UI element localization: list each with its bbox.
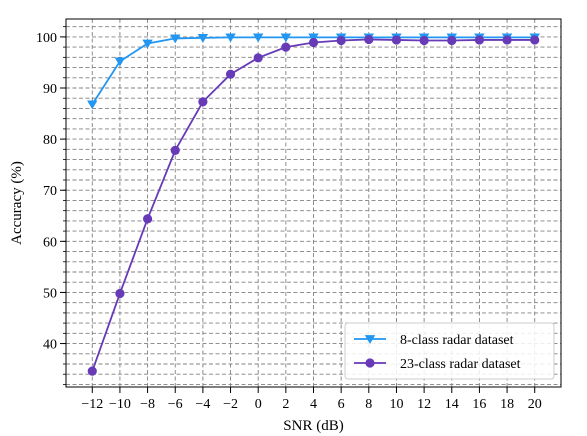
data-point-marker: [308, 37, 319, 48]
y-tick-label: 90: [43, 82, 57, 97]
y-tick-label: 100: [36, 31, 57, 46]
data-point-marker: [364, 335, 376, 344]
series: [87, 34, 540, 376]
x-tick-label: −2: [223, 397, 238, 412]
data-point-marker: [281, 42, 291, 52]
y-tick-label: 70: [43, 184, 57, 199]
legend-item: 8-class radar dataset: [354, 333, 514, 348]
legend-label: 23-class radar dataset: [400, 357, 521, 372]
legend-label: 8-class radar dataset: [400, 333, 514, 348]
data-point-marker: [87, 100, 98, 110]
data-point-marker: [197, 34, 209, 43]
y-tick-label: 80: [43, 133, 57, 148]
data-point-marker: [365, 358, 375, 368]
legend: 8-class radar dataset 23-class radar data…: [344, 322, 555, 380]
data-point-marker: [225, 33, 236, 43]
x-tick-label: 18: [500, 397, 514, 412]
data-point-marker: [253, 53, 263, 63]
data-point-marker: [87, 366, 97, 376]
y-tick-label: 60: [43, 235, 57, 250]
x-tick-label: −10: [109, 397, 131, 412]
data-point-marker: [115, 288, 125, 299]
axis-ticks: 40 50 60 70 80 90 100 −12 −10 −8 −6 −4 −2 0 2 4 6 8 10 12 14…: [36, 26, 542, 412]
data-point-marker: [502, 35, 512, 45]
x-tick-label: −6: [168, 397, 183, 412]
data-point-marker: [447, 35, 457, 46]
data-point-marker: [280, 33, 292, 43]
data-point-marker: [336, 35, 346, 46]
x-axis-label: SNR (dB): [283, 418, 343, 434]
x-tick-label: 2: [282, 397, 289, 412]
x-tick-label: −4: [195, 397, 210, 412]
data-point-marker: [198, 97, 208, 107]
x-tick-label: 10: [389, 397, 403, 412]
data-point-marker: [364, 34, 374, 45]
data-point-marker: [142, 39, 153, 49]
x-tick-label: 16: [472, 397, 486, 412]
legend-box: [344, 322, 555, 380]
x-tick-label: 4: [310, 397, 317, 412]
y-tick-label: 50: [43, 286, 57, 301]
data-point-marker: [419, 35, 429, 46]
x-tick-label: −12: [81, 397, 103, 412]
data-point-marker: [142, 214, 153, 224]
data-point-marker: [252, 33, 264, 43]
x-tick-label: 0: [255, 397, 262, 412]
data-point-marker: [114, 57, 126, 67]
y-tick-label: 40: [43, 338, 57, 353]
data-point-marker: [225, 69, 236, 79]
y-axis-label: Accuracy (%): [9, 161, 25, 245]
x-tick-label: 14: [445, 397, 459, 412]
series-layer: [87, 33, 540, 376]
x-tick-label: −8: [140, 397, 155, 412]
x-tick-label: 6: [338, 397, 345, 412]
x-tick-label: 20: [528, 397, 542, 412]
data-point-marker: [170, 34, 181, 44]
data-point-marker: [170, 145, 180, 155]
data-point-marker: [391, 35, 402, 45]
x-tick-label: 8: [365, 397, 372, 412]
data-point-marker: [530, 35, 540, 45]
legend-item: 23-class radar dataset: [354, 357, 521, 372]
data-point-marker: [474, 35, 485, 45]
x-tick-label: 12: [417, 397, 431, 412]
